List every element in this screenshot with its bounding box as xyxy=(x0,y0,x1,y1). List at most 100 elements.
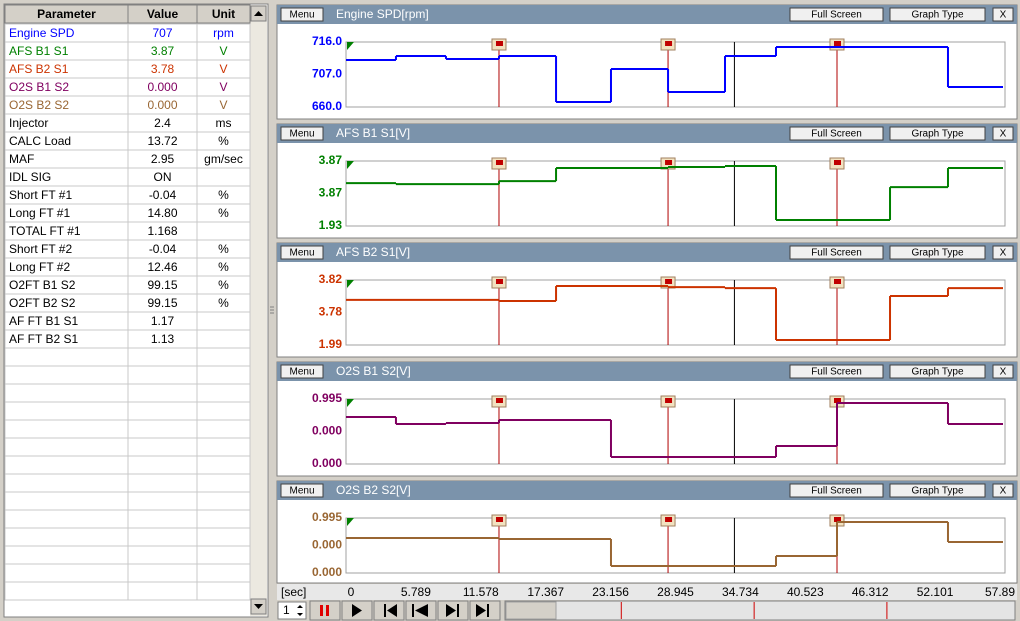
parameter-value: 0.000 xyxy=(147,80,177,94)
column-header: Parameter xyxy=(37,7,96,21)
parameter-name: Engine SPD xyxy=(9,26,75,40)
menu-button-label: Menu xyxy=(289,248,314,259)
full-screen-button[interactable] xyxy=(789,126,884,141)
column-header: Unit xyxy=(212,7,235,21)
marker-flag-icon xyxy=(833,279,841,284)
timeline[interactable] xyxy=(504,600,1016,621)
close-button[interactable] xyxy=(992,245,1014,260)
parameter-unit: % xyxy=(218,206,229,220)
parameter-name: IDL SIG xyxy=(9,170,51,184)
parameter-unit: % xyxy=(218,260,229,274)
menu-button-label: Menu xyxy=(289,367,314,378)
arrow-icon xyxy=(254,604,263,609)
y-axis-label: 0.000 xyxy=(312,424,342,438)
menu-button[interactable] xyxy=(280,7,324,22)
y-axis-label: 1.99 xyxy=(319,337,343,351)
parameter-unit: V xyxy=(219,98,227,112)
parameter-value: 1.13 xyxy=(151,332,175,346)
parameter-value: 2.4 xyxy=(154,116,171,130)
pause-icon xyxy=(320,605,329,616)
time-tick-label: 57.89 xyxy=(985,585,1015,599)
parameter-value: 3.78 xyxy=(151,62,175,76)
parameter-value: -0.04 xyxy=(149,188,177,202)
y-axis-label: 0.000 xyxy=(312,565,342,579)
y-axis-label: 1.93 xyxy=(319,218,343,232)
parameter-unit: gm/sec xyxy=(204,152,243,166)
close-button[interactable] xyxy=(992,364,1014,379)
graph-type-button-label: Graph Type xyxy=(911,248,964,259)
graph-type-button[interactable] xyxy=(889,364,986,379)
parameter-value: 12.46 xyxy=(147,260,177,274)
parameter-name: O2S B2 S2 xyxy=(9,98,69,112)
plot-area xyxy=(345,41,1006,108)
parameter-name: AFS B1 S1 xyxy=(9,44,69,58)
marker-flag-icon xyxy=(495,160,503,165)
parameter-value: 707 xyxy=(152,26,172,40)
marker-flag-icon xyxy=(665,41,673,46)
full-screen-button-label: Full Screen xyxy=(811,129,862,140)
graph-type-button[interactable] xyxy=(889,245,986,260)
time-tick-label: 52.101 xyxy=(917,585,954,599)
graph-title: Engine SPD[rpm] xyxy=(336,7,429,21)
parameter-value: 3.87 xyxy=(151,44,175,58)
parameter-name: AFS B2 S1 xyxy=(9,62,69,76)
parameter-name: O2FT B2 S2 xyxy=(9,296,76,310)
graph-type-button-label: Graph Type xyxy=(911,486,964,497)
parameter-name: Long FT #2 xyxy=(9,260,70,274)
menu-button[interactable] xyxy=(280,364,324,379)
marker-flag-icon xyxy=(665,517,673,522)
splitter-grip xyxy=(270,306,274,314)
close-button-label: X xyxy=(1000,10,1007,21)
graph-type-button[interactable] xyxy=(889,483,986,498)
menu-button[interactable] xyxy=(280,126,324,141)
parameter-name: Long FT #1 xyxy=(9,206,70,220)
scrollbar[interactable] xyxy=(250,5,267,616)
playback-icon xyxy=(384,604,397,617)
timeline-thumb[interactable] xyxy=(505,601,557,620)
playback-icon xyxy=(412,604,428,617)
full-screen-button-label: Full Screen xyxy=(811,10,862,21)
menu-button[interactable] xyxy=(280,483,324,498)
parameter-unit: ms xyxy=(216,116,232,130)
parameter-unit: rpm xyxy=(213,26,234,40)
menu-button[interactable] xyxy=(280,245,324,260)
parameter-unit: % xyxy=(218,134,229,148)
pause-button[interactable] xyxy=(309,600,341,621)
marker-flag-icon xyxy=(833,398,841,403)
parameter-name: Short FT #1 xyxy=(9,188,72,202)
full-screen-button[interactable] xyxy=(789,7,884,22)
header-cell xyxy=(196,4,251,24)
full-screen-button[interactable] xyxy=(789,364,884,379)
close-button[interactable] xyxy=(992,483,1014,498)
parameter-value: 1.17 xyxy=(151,314,175,328)
start-marker xyxy=(347,280,354,288)
full-screen-button[interactable] xyxy=(789,245,884,260)
y-axis-label: 0.000 xyxy=(312,456,342,470)
marker-flag-icon xyxy=(495,41,503,46)
full-screen-button-label: Full Screen xyxy=(811,248,862,259)
close-button[interactable] xyxy=(992,126,1014,141)
y-axis-label: 3.78 xyxy=(319,305,343,319)
time-tick-label: 40.523 xyxy=(787,585,824,599)
full-screen-button[interactable] xyxy=(789,483,884,498)
parameter-name: TOTAL FT #1 xyxy=(9,224,81,238)
parameter-value: -0.04 xyxy=(149,242,177,256)
speed-value: 1 xyxy=(283,603,290,617)
table-panel xyxy=(3,3,269,618)
parameter-value: 99.15 xyxy=(147,296,177,310)
parameter-unit: V xyxy=(219,62,227,76)
time-axis xyxy=(277,584,1017,600)
parameter-name: MAF xyxy=(9,152,34,166)
y-axis-label: 0.995 xyxy=(312,510,342,524)
parameter-name: O2FT B1 S2 xyxy=(9,278,76,292)
parameter-unit: % xyxy=(218,242,229,256)
plot-area xyxy=(345,279,1006,346)
graph-type-button[interactable] xyxy=(889,7,986,22)
marker-flag-icon xyxy=(833,517,841,522)
playback-icon xyxy=(352,604,362,617)
close-button[interactable] xyxy=(992,7,1014,22)
spinner xyxy=(297,605,303,616)
graph-type-button[interactable] xyxy=(889,126,986,141)
parameter-unit: % xyxy=(218,278,229,292)
